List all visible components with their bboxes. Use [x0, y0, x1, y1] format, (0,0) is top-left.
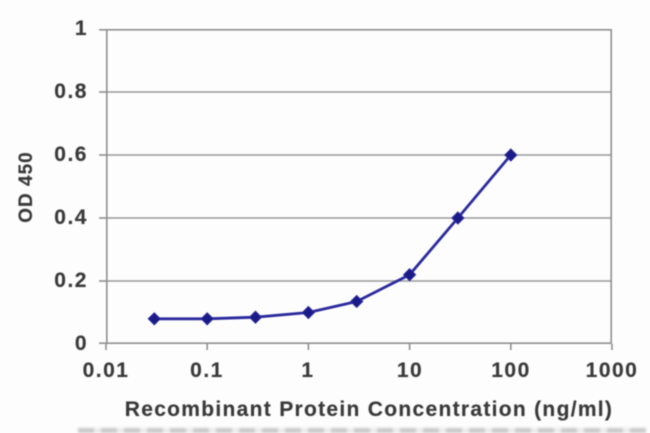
- y-tick-label-0.8: 0.8: [54, 80, 88, 103]
- x-tick-label-1000: 1000: [585, 359, 639, 382]
- x-tick-label-0.1: 0.1: [190, 359, 224, 382]
- y-tick-label-0: 0: [74, 332, 88, 355]
- x-axis-title: Recombinant Protein Concentration (ng/ml…: [124, 398, 614, 421]
- y-tick-label-0.2: 0.2: [54, 269, 88, 292]
- x-tick-label-100: 100: [491, 359, 531, 382]
- y-tick-label-1: 1: [74, 17, 88, 40]
- x-tick-label-0.01: 0.01: [82, 359, 130, 382]
- y-tick-label-0.6: 0.6: [54, 143, 88, 166]
- y-tick-label-0.4: 0.4: [54, 206, 88, 229]
- plot-area: [99, 29, 613, 350]
- x-tick-label-10: 10: [396, 359, 424, 382]
- cropped-text-artifact: [78, 428, 646, 433]
- x-tick-label-1: 1: [301, 359, 315, 382]
